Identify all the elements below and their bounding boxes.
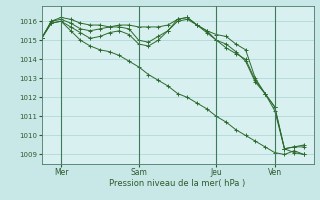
X-axis label: Pression niveau de la mer( hPa ): Pression niveau de la mer( hPa ) [109,179,246,188]
